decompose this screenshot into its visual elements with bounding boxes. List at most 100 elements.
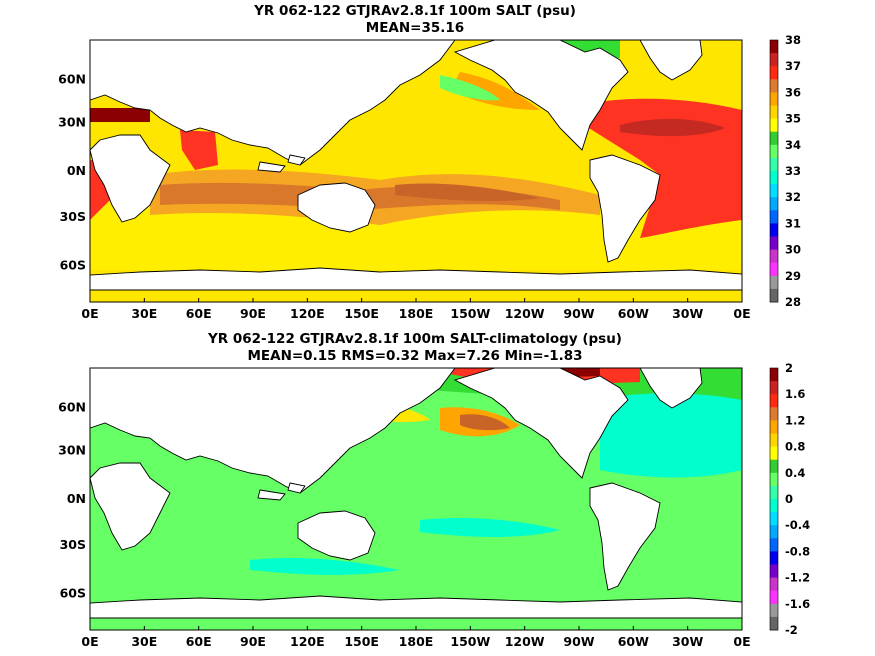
lon-label: 120W xyxy=(505,634,545,649)
colorbar-swatch xyxy=(770,197,778,211)
lon-label: 180E xyxy=(399,634,434,649)
colorbar-swatch xyxy=(770,381,778,395)
lat-label: 30S xyxy=(60,537,86,552)
colorbar-label: 35 xyxy=(785,112,801,126)
colorbar-swatch xyxy=(770,472,778,487)
colorbar-swatch xyxy=(770,118,778,133)
colorbar-swatch xyxy=(770,275,778,290)
colorbar-label: 31 xyxy=(785,216,801,230)
colorbar-swatch xyxy=(770,551,778,565)
lon-label: 120W xyxy=(505,306,545,321)
colorbar-swatch xyxy=(770,92,778,106)
lat-label: 30N xyxy=(58,443,86,458)
colorbar-swatch xyxy=(770,577,778,592)
lon-label: 150W xyxy=(450,634,490,649)
colorbars: 38 37 36 35 34 33 32 31 30 29 28 2 1.6 1.2 0.8 0.4 0 -0.4… xyxy=(769,33,810,637)
colorbar-swatch xyxy=(770,485,778,500)
colorbar-label: 34 xyxy=(785,138,801,152)
panel2-stats: MEAN=0.15 RMS=0.32 Max=7.26 Min=-1.83 xyxy=(247,348,583,364)
colorbar-label: 2 xyxy=(785,361,793,375)
map-panel-1 xyxy=(89,39,743,303)
lon-label: 150E xyxy=(344,634,379,649)
lon-label: 150E xyxy=(344,306,379,321)
colorbar-swatch xyxy=(770,131,778,146)
lat-label: 30S xyxy=(60,209,86,224)
colorbar-label: 36 xyxy=(785,85,801,99)
lat-label: 60N xyxy=(58,71,86,86)
colorbar-swatch xyxy=(770,144,778,159)
lon-label: 0E xyxy=(733,306,750,321)
colorbar-swatch xyxy=(770,459,778,474)
colorbar-swatch xyxy=(770,616,778,631)
colorbar-swatch xyxy=(770,394,778,408)
colorbar-swatch xyxy=(770,171,778,185)
colorbar-label: 29 xyxy=(785,269,801,283)
lon-label: 30E xyxy=(131,634,157,649)
colorbar-label: 38 xyxy=(785,33,801,47)
lon-label: 60E xyxy=(186,306,212,321)
colorbar-label: 0.4 xyxy=(785,466,805,480)
lat-label: 60S xyxy=(60,585,86,600)
colorbar-swatch xyxy=(770,525,778,539)
colorbar-label: -0.4 xyxy=(785,518,810,532)
map-panel-2 xyxy=(89,367,743,631)
colorbar-label: 33 xyxy=(785,164,801,178)
colorbar-swatch xyxy=(770,499,778,513)
colorbar-label: -0.8 xyxy=(785,544,810,558)
colorbar-swatch xyxy=(770,603,778,618)
lon-label: 30W xyxy=(672,634,703,649)
colorbar-label: 0 xyxy=(785,492,793,506)
lat-label: 30N xyxy=(58,115,86,130)
lon-label: 90W xyxy=(563,634,594,649)
panel1-title: YR 062-122 GTJRAv2.8.1f 100m SALT (psu) xyxy=(254,3,576,19)
colorbar-label: -1.2 xyxy=(785,571,810,585)
lon-label: 90W xyxy=(563,306,594,321)
lon-label: 150W xyxy=(450,306,490,321)
lat-label: 0N xyxy=(67,491,86,506)
colorbar-swatch xyxy=(770,590,778,605)
colorbar-label: 32 xyxy=(785,190,801,204)
lat-label: 0N xyxy=(67,163,86,178)
colorbar-label: 28 xyxy=(785,295,801,309)
colorbar-swatch xyxy=(770,368,778,382)
panel1-mean: MEAN=35.16 xyxy=(365,20,465,36)
colorbar-swatch xyxy=(770,40,778,54)
colorbar-label: 30 xyxy=(785,243,801,257)
lon-label: 30E xyxy=(131,306,157,321)
colorbar-swatch xyxy=(770,66,778,80)
colorbar-label: 1.2 xyxy=(785,413,805,427)
colorbar-label: -1.6 xyxy=(785,597,810,611)
colorbar-label: 1.6 xyxy=(785,387,805,401)
colorbar-swatch xyxy=(770,407,778,421)
colorbar-label: 37 xyxy=(785,59,801,73)
lon-label: 90E xyxy=(240,634,266,649)
colorbar-swatch xyxy=(770,157,778,172)
lon-label: 60W xyxy=(618,306,649,321)
colorbar-swatch xyxy=(770,210,778,224)
colorbar-swatch xyxy=(770,223,778,237)
panel2-title: YR 062-122 GTJRAv2.8.1f 100m SALT-climat… xyxy=(208,331,622,347)
colorbar-swatch xyxy=(770,446,778,461)
colorbar-swatch xyxy=(770,288,778,303)
lon-label: 120E xyxy=(290,306,325,321)
colorbar-swatch xyxy=(770,420,778,434)
lon-label: 180E xyxy=(399,306,434,321)
lon-label: 60W xyxy=(618,634,649,649)
lon-label: 120E xyxy=(290,634,325,649)
colorbar-swatch xyxy=(770,79,778,93)
colorbar-label: 0.8 xyxy=(785,440,805,454)
lon-label: 0E xyxy=(733,634,750,649)
lon-label: 30W xyxy=(672,306,703,321)
colorbar-swatch xyxy=(770,433,778,448)
colorbar-swatch xyxy=(770,53,778,67)
lon-label: 0E xyxy=(81,306,98,321)
lon-label: 90E xyxy=(240,306,266,321)
colorbar-swatch xyxy=(770,184,778,198)
axes: 0E 30E 60E 90E 120E 150E 180E 150W 120W 90W 60W 30W… xyxy=(58,71,750,649)
colorbar-swatch xyxy=(770,262,778,277)
lon-label: 60E xyxy=(186,634,212,649)
colorbar-swatch xyxy=(770,538,778,552)
lon-label: 0E xyxy=(81,634,98,649)
colorbar-swatch xyxy=(770,105,778,120)
